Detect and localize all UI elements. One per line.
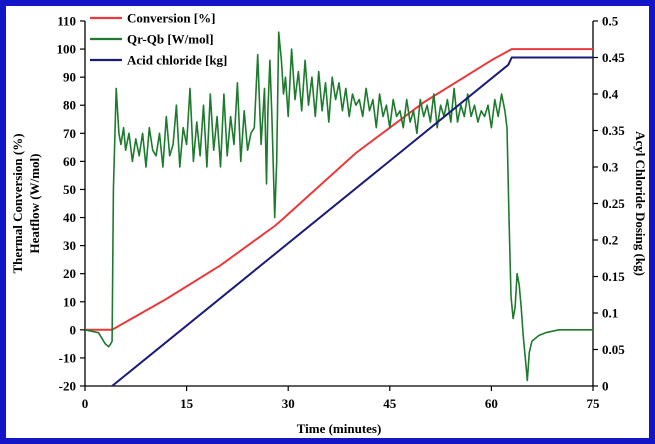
y2-tick-label: 0.4: [602, 87, 619, 102]
y2-tick-label: 0.5: [602, 14, 619, 29]
y-tick-label: -10: [59, 350, 76, 365]
x-tick-label: 75: [587, 396, 601, 411]
y-tick-label: -20: [59, 379, 76, 394]
x-tick-label: 60: [485, 396, 498, 411]
chart: -20 -10 0 10 20 30 40 50 60 70 80 90 100 110 0 0.05 0.1 0…: [10, 11, 648, 437]
legend-heatflow-label: Qr-Qb [W/mol]: [127, 32, 214, 47]
y2-tick-label: 0.45: [602, 50, 625, 65]
y-tick-label: 50: [63, 182, 76, 197]
y2-tick-label: 0.05: [602, 342, 625, 357]
y-tick-label: 110: [57, 14, 76, 29]
y2-tick-label: 0.2: [602, 233, 618, 248]
heatflow-line: [84, 31, 593, 382]
x-tick-label: 30: [282, 396, 295, 411]
y2-tick-label: 0.25: [602, 196, 625, 211]
y-tick-label: 80: [63, 98, 76, 113]
y-axis-title-conversion: Thermal Conversion (%): [10, 133, 25, 273]
legend-conversion-label: Conversion [%]: [127, 11, 215, 26]
y-tick-label: 70: [63, 126, 76, 141]
y-tick-label: 0: [70, 322, 77, 337]
x-tick-label: 45: [383, 396, 397, 411]
legend-acid-chloride-label: Acid chloride [kg]: [127, 53, 227, 68]
y2-tick-label: 0.3: [602, 160, 619, 175]
x-tick-label: 0: [82, 396, 89, 411]
y-tick-label: 40: [63, 210, 76, 225]
y2-tick-label: 0.15: [602, 269, 625, 284]
y2-tick-label: 0.1: [602, 306, 618, 321]
y-axis-title-heatflow: Heatflow (W/mol): [27, 153, 42, 253]
y2-tick-label: 0: [602, 379, 609, 394]
y-tick-label: 100: [57, 42, 77, 57]
y-tick-label: 90: [63, 70, 76, 85]
y-tick-label: 60: [63, 154, 76, 169]
conversion-line: [85, 48, 593, 331]
y2-tick-label: 0.35: [602, 123, 625, 138]
x-tick-label: 15: [180, 396, 194, 411]
y2-axis-title: Acyl Chloride Dosing (kg): [633, 131, 648, 276]
y-tick-label: 30: [63, 238, 76, 253]
y-tick-label: 20: [63, 266, 76, 281]
y-tick-label: 10: [63, 294, 76, 309]
x-axis-title: Time (minutes): [297, 421, 382, 436]
acid-chloride-line: [111, 56, 593, 387]
